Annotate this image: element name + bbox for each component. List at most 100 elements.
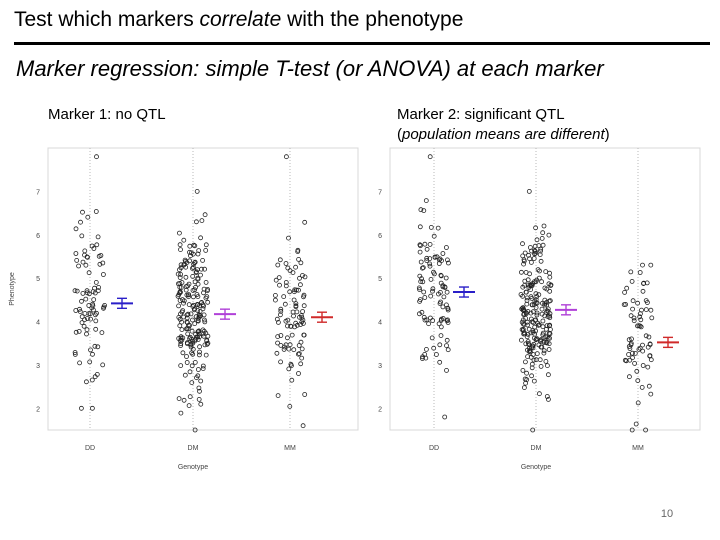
data-point [195,337,201,343]
data-point [95,344,101,350]
data-point [522,282,528,288]
y-tick-label: 7 [36,189,40,196]
data-point [543,358,549,364]
data-point [544,302,550,308]
data-point [202,212,208,218]
data-point [205,299,211,305]
data-point [446,260,451,266]
data-point [195,329,201,335]
data-point [275,334,281,340]
data-point [100,260,106,266]
data-point [293,320,299,326]
y-tick-label: 7 [378,189,382,196]
data-point [187,322,193,328]
data-point [431,233,437,239]
data-point [187,369,193,375]
data-point [285,323,290,329]
data-point [545,372,551,378]
data-point [444,337,450,343]
data-point [300,423,306,429]
data-point [293,303,299,309]
data-point [183,264,189,270]
data-point [200,331,206,337]
data-point [186,326,192,332]
data-point [536,292,542,298]
y-tick-label: 2 [378,406,382,413]
data-point [541,223,547,229]
data-point [528,260,534,265]
data-point [421,314,427,320]
data-point [634,368,640,374]
data-point [628,313,634,319]
data-point [72,351,78,357]
data-point [177,242,183,248]
mean-marker-mm [657,336,679,349]
data-point [191,242,197,248]
data-point [183,274,189,280]
data-point [546,347,552,352]
data-point [194,189,200,194]
data-point [539,300,545,306]
data-point [200,366,206,372]
data-point [540,230,546,236]
data-point [195,281,201,287]
data-point [546,330,552,336]
data-point [519,327,525,333]
data-point [101,304,107,310]
mean-marker-dd [453,286,475,298]
data-point [192,243,198,249]
data-point [295,247,301,253]
data-point [276,275,282,281]
data-point [529,319,535,325]
data-point [79,298,84,304]
data-point [542,297,548,303]
data-point [439,316,444,322]
data-point [200,363,206,369]
data-point [192,321,198,327]
data-point [648,262,654,268]
data-point [631,318,637,324]
data-point [184,326,190,332]
data-point [96,284,101,290]
points-dm [518,189,554,433]
data-point [72,288,78,294]
data-point [88,316,93,322]
data-point [90,289,96,295]
data-point [640,348,646,354]
data-point [274,350,280,356]
data-point [298,322,303,327]
data-point [417,224,423,230]
data-point [73,251,79,256]
data-point [417,242,423,248]
data-point [197,344,203,350]
data-point [89,243,95,249]
data-point [177,290,183,296]
data-point [544,340,550,346]
data-point [195,294,201,300]
data-point [282,344,288,350]
data-point [92,343,98,349]
data-point [531,357,537,363]
data-point [278,306,284,312]
data-point [198,235,204,241]
caption-marker-2-line-2: (population means are different) [397,126,610,143]
data-point [192,287,198,293]
data-point [185,311,191,317]
data-point [77,309,83,315]
data-point [540,324,546,330]
data-point [431,345,437,351]
data-point [300,273,305,278]
data-point [300,309,306,314]
mean-marker-mm [311,311,333,323]
data-point [78,219,83,225]
data-point [525,277,531,283]
data-point [430,286,436,292]
data-point [83,296,89,302]
data-point [445,317,450,323]
data-point [284,335,290,341]
data-point [624,285,630,291]
data-point [632,360,638,366]
data-point [301,303,307,309]
data-point [297,282,303,288]
data-point [523,289,529,295]
